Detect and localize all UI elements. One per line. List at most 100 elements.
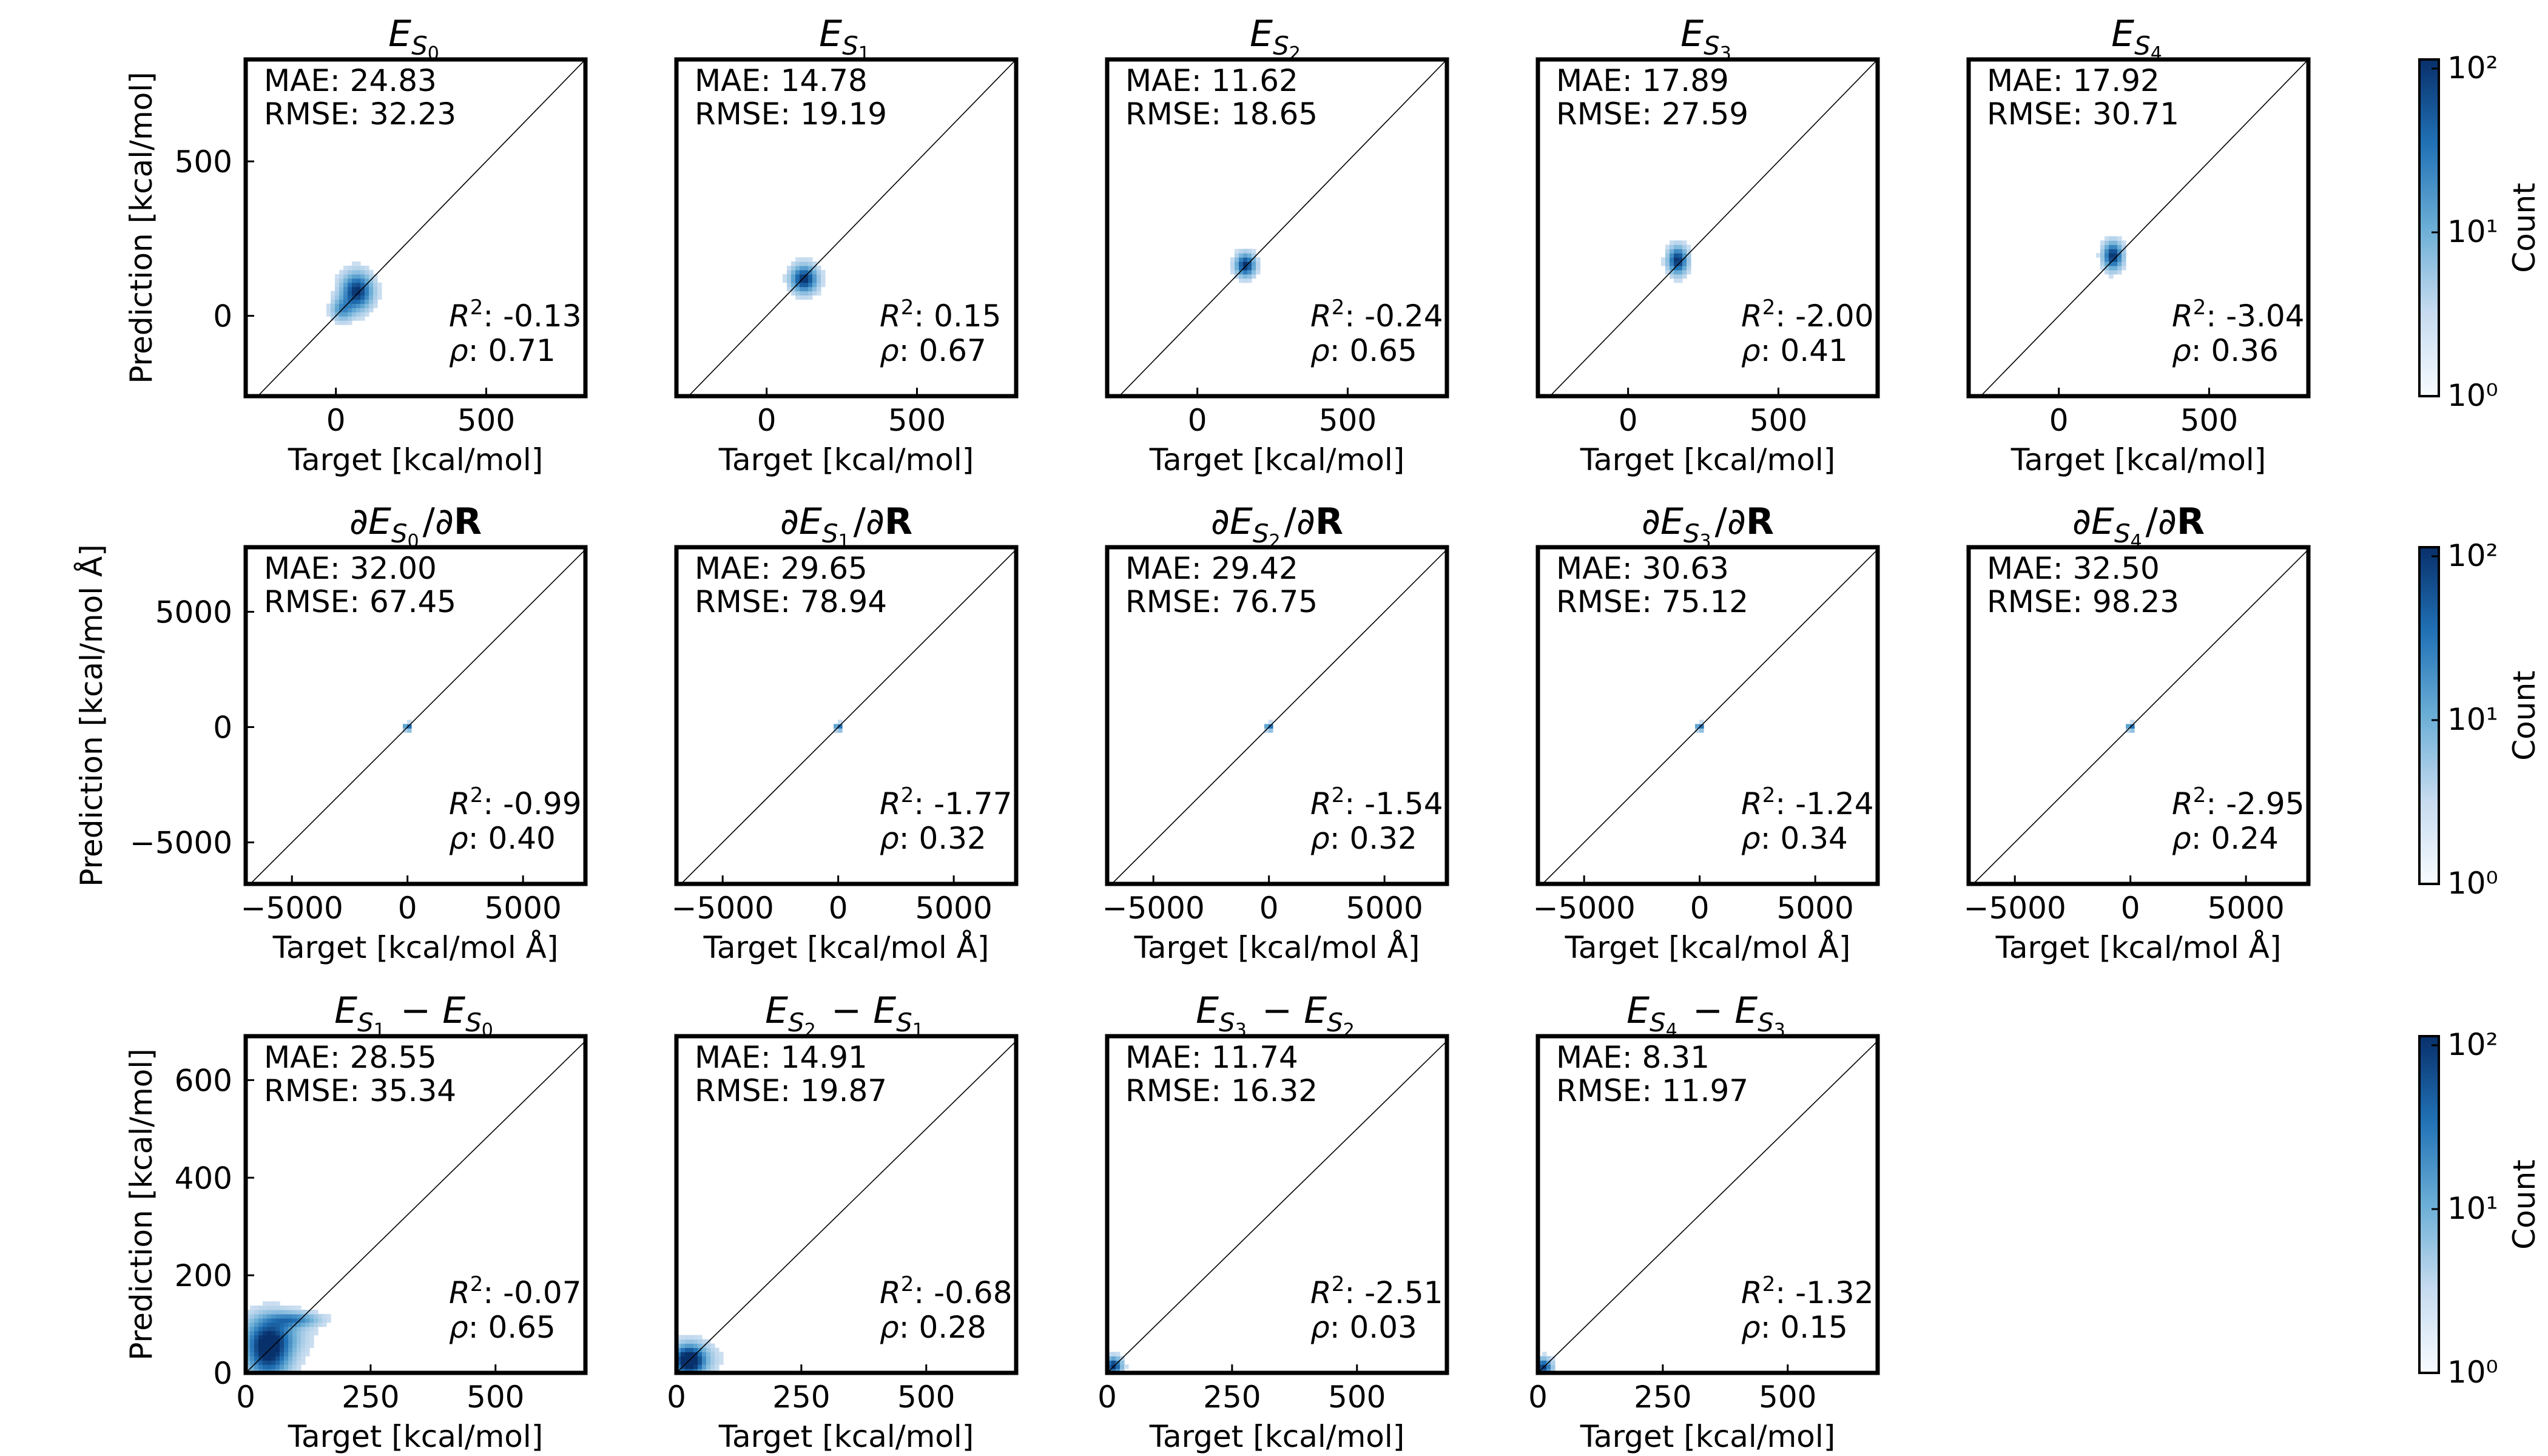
axes-frame <box>1966 57 2311 399</box>
heatmap-cell <box>2122 261 2126 266</box>
heatmap-cell <box>1247 249 1252 254</box>
heatmap-cell <box>1670 257 1674 262</box>
heatmap-cell <box>1682 269 1687 275</box>
heatmap-cell <box>343 295 348 300</box>
heatmap-cell <box>369 274 374 279</box>
rho-text: ρ: 0.40 <box>449 821 556 856</box>
heatmap-cell <box>698 1352 703 1357</box>
rmse-text: RMSE: 98.23 <box>1987 584 2179 619</box>
heatmap-cell <box>301 1347 306 1352</box>
heatmap-cell <box>702 1364 707 1369</box>
heatmap-cell <box>271 1335 276 1340</box>
heatmap-cell <box>284 1309 289 1315</box>
rmse-text: RMSE: 27.59 <box>1556 96 1748 132</box>
x-tick-label: 500 <box>1759 1380 1816 1415</box>
r2-text: R2: -1.32 <box>1741 1272 1874 1310</box>
heatmap-cell <box>377 291 382 296</box>
heatmap-cell <box>326 1313 331 1319</box>
heatmap-cell <box>339 303 344 308</box>
heatmap-cell <box>1230 257 1235 262</box>
heatmap-cell <box>280 1330 285 1336</box>
heatmap-cell <box>685 1364 690 1369</box>
heatmap-cell <box>292 1318 297 1323</box>
heatmap-cell <box>1674 257 1679 262</box>
panel-title: ES2 − ES1 <box>765 989 928 1041</box>
plot-area <box>688 59 1016 396</box>
heatmap-cell <box>2105 261 2109 266</box>
heatmap-cell <box>676 1364 681 1369</box>
heatmap-cell <box>715 1352 720 1357</box>
heatmap-cell <box>1252 257 1256 262</box>
heatmap-cell <box>1661 261 1666 266</box>
heatmap-cell <box>263 1360 268 1365</box>
heatmap-cell <box>267 1339 272 1344</box>
heatmap-cell <box>292 1339 297 1344</box>
heatmap-cell <box>352 265 357 271</box>
heatmap-cell <box>352 274 357 279</box>
heatmap-cell <box>343 316 348 321</box>
heatmap-cell <box>1247 269 1252 275</box>
x-axis-label: Target [kcal/mol] <box>718 442 974 477</box>
heatmap-cell <box>258 1360 263 1365</box>
heatmap-cell <box>271 1306 276 1310</box>
heatmap-cell <box>1670 249 1674 254</box>
heatmap-cell <box>2105 265 2109 271</box>
heatmap-cell <box>343 282 348 288</box>
heatmap-cell <box>297 1339 302 1344</box>
heatmap-cell <box>1243 261 1248 266</box>
y-tick-label: 0 <box>213 299 232 334</box>
heatmap-cell <box>271 1356 276 1361</box>
heatmap-cell <box>258 1335 263 1340</box>
heatmap-cell <box>1235 261 1239 266</box>
heatmap-cell <box>1247 261 1252 266</box>
heatmap-cell <box>348 295 352 300</box>
heatmap-cell <box>2100 253 2105 258</box>
rmse-text: RMSE: 78.94 <box>695 584 887 619</box>
heatmap-cell <box>706 1364 711 1369</box>
colorbar-label: Count <box>2507 1159 2542 1250</box>
heatmap-cell <box>2117 253 2122 258</box>
heatmap-cell <box>275 1364 280 1369</box>
x-tick-label: 0 <box>1259 891 1279 926</box>
heatmap-cell <box>288 1339 293 1344</box>
heatmap-cell <box>804 278 809 283</box>
heatmap-cell <box>795 295 800 300</box>
heatmap-cell <box>377 295 382 300</box>
heatmap-cell <box>2117 265 2122 271</box>
heatmap-cell <box>808 291 813 296</box>
rmse-text: RMSE: 11.97 <box>1556 1073 1748 1108</box>
colorbar-tick-label: 10¹ <box>2447 1191 2498 1226</box>
heatmap-cell <box>267 1364 272 1369</box>
heatmap-cell <box>309 1326 314 1332</box>
heatmap-cell <box>676 1352 681 1357</box>
identity-line <box>1549 59 1878 396</box>
heatmap-cell <box>795 269 800 275</box>
axes-frame <box>1535 545 1880 886</box>
r2-text: R2: -3.04 <box>2172 295 2305 334</box>
x-axis-label: Target [kcal/mol] <box>288 1419 544 1454</box>
heatmap-cell <box>250 1318 255 1323</box>
heatmap-cell <box>1116 1352 1121 1357</box>
heatmap-cell <box>292 1326 297 1332</box>
heatmap-cell <box>305 1347 310 1352</box>
heatmap-cell <box>715 1347 720 1352</box>
rho-text: ρ: 0.15 <box>1741 1310 1848 1345</box>
heatmap-cell <box>284 1313 289 1319</box>
heatmap-cell <box>314 1309 318 1315</box>
heatmap-cell <box>1239 274 1244 279</box>
heatmap-cell <box>710 1364 715 1369</box>
x-tick-label: 0 <box>1528 1380 1548 1415</box>
heatmap-cell <box>284 1364 289 1369</box>
mae-text: MAE: 32.00 <box>264 551 437 586</box>
heatmap-cell <box>1247 265 1252 271</box>
heatmap-cell <box>301 1360 306 1365</box>
heatmap-cell <box>685 1347 690 1352</box>
x-axis-label: Target [kcal/mol] <box>288 442 544 477</box>
heatmap-cell <box>812 265 817 271</box>
x-tick-label: −5000 <box>1102 891 1205 926</box>
heatmap-cell <box>804 265 809 271</box>
heatmap-cell <box>817 265 821 271</box>
heatmap-cell <box>2113 269 2118 275</box>
heatmap-cell <box>1665 269 1670 275</box>
